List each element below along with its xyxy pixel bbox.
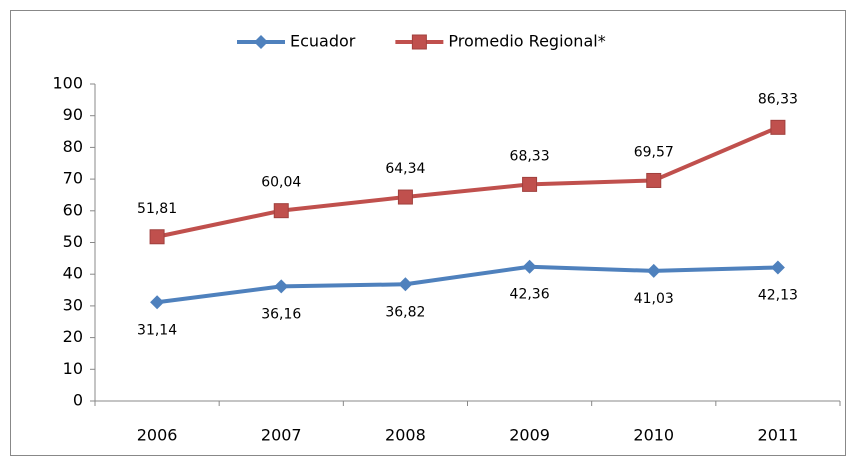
x-tick-label: 2006 [137,426,178,445]
data-label: 41,03 [634,291,674,307]
data-label: 51,81 [137,201,177,217]
y-tick-label: 90 [63,105,83,124]
point [274,279,289,294]
data-label: 36,16 [261,306,301,322]
point [522,259,537,274]
x-tick-label: 2008 [385,426,426,445]
y-tick-label: 10 [63,359,83,378]
x-tick-label: 2007 [261,426,302,445]
point [522,176,538,192]
point [770,119,786,135]
point [646,263,661,278]
x-tick-label: 2010 [633,426,674,445]
data-label: 42,13 [758,287,798,303]
y-tick-label: 50 [63,232,83,251]
point [646,172,662,188]
y-tick-label: 40 [63,264,83,283]
point [397,189,413,205]
data-label: 36,82 [385,304,425,320]
y-tick-label: 80 [63,137,83,156]
y-tick-label: 0 [73,391,83,410]
point [398,277,413,292]
data-label: 42,36 [510,287,550,303]
series-line [156,125,779,239]
x-tick-label: 2009 [509,426,550,445]
legend-label: Promedio Regional* [448,32,605,51]
y-tick-label: 60 [63,200,83,219]
x-tick-label: 2011 [758,426,799,445]
point [149,229,165,245]
series-line [156,264,778,305]
data-label: 60,04 [261,175,301,191]
data-label: 31,14 [137,322,177,338]
data-label: 86,33 [758,91,798,107]
point [273,203,289,219]
y-tick-label: 100 [52,74,83,93]
y-tick-label: 30 [63,295,83,314]
y-tick-label: 70 [63,169,83,188]
data-label: 69,57 [634,144,674,160]
point [150,295,165,310]
chart-border [10,10,846,456]
legend-marker [254,35,268,49]
data-label: 64,34 [385,161,425,177]
point [770,260,785,275]
legend-marker [411,34,427,50]
y-tick-label: 20 [63,327,83,346]
data-label: 68,33 [510,148,550,164]
legend-label: Ecuador [290,32,356,51]
